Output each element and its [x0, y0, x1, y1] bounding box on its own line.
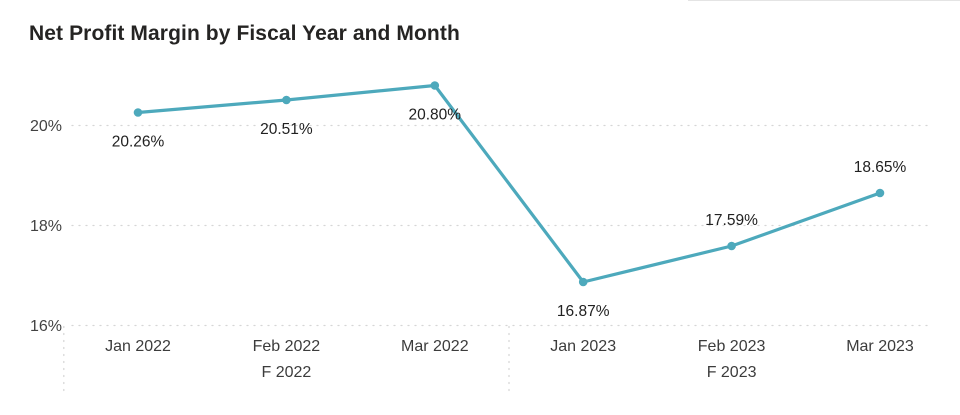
x-axis-category-label: Mar 2023 — [846, 338, 914, 355]
x-axis-category-label: Feb 2022 — [253, 338, 321, 355]
y-axis-tick-label: 20% — [30, 118, 62, 135]
y-axis-tick-label: 18% — [30, 218, 62, 235]
data-point[interactable] — [430, 81, 440, 90]
x-axis-category-label: Jan 2023 — [550, 338, 616, 355]
x-axis-group-label: F 2023 — [707, 364, 757, 381]
data-point[interactable] — [875, 188, 885, 198]
data-label: 18.65% — [854, 159, 907, 176]
data-point[interactable] — [727, 241, 736, 251]
series-line[interactable] — [136, 83, 882, 284]
chart-title: Net Profit Margin by Fiscal Year and Mon… — [29, 22, 460, 45]
x-axis-category-label: Jan 2022 — [105, 338, 171, 355]
x-axis-group-label: F 2022 — [261, 364, 311, 381]
data-label: 16.87% — [557, 303, 610, 320]
data-label: 20.26% — [112, 134, 165, 151]
x-axis-category-label: Mar 2022 — [401, 338, 469, 355]
data-label: 17.59% — [705, 212, 758, 229]
data-label: 20.51% — [260, 121, 313, 138]
y-axis-tick-label: 16% — [30, 318, 62, 335]
data-point[interactable] — [133, 108, 143, 117]
top-edge-divider — [688, 0, 960, 1]
data-point[interactable] — [282, 95, 291, 105]
data-label: 20.80% — [409, 107, 462, 124]
data-point[interactable] — [578, 277, 588, 287]
x-axis-category-label: Feb 2023 — [698, 338, 766, 355]
